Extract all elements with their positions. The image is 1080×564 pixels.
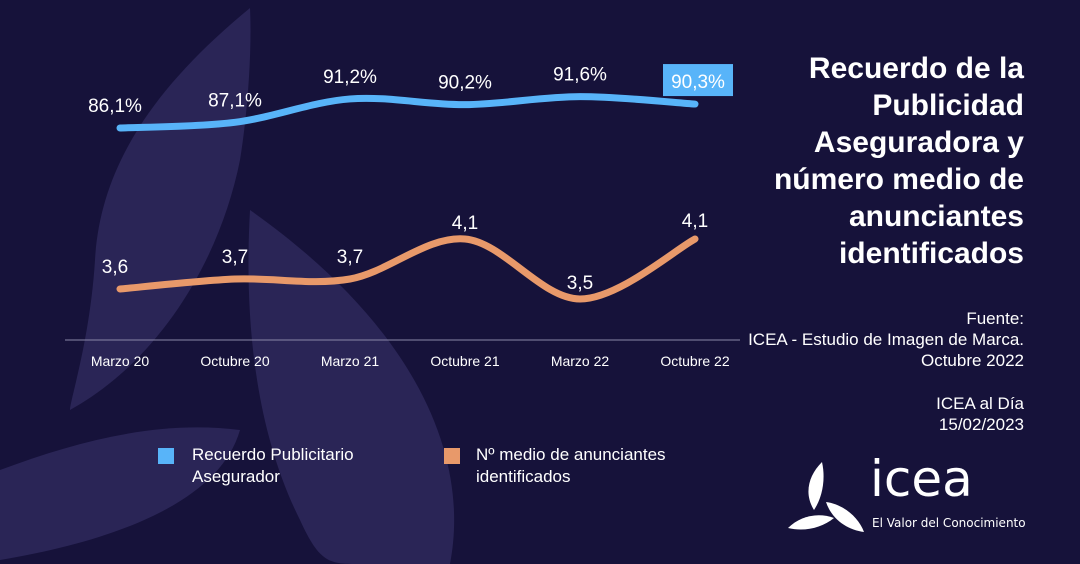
x-tick-label: Octubre 22 [660, 353, 729, 369]
series-line-1 [116, 235, 699, 303]
data-label: 90,2% [438, 73, 492, 94]
series-line-0 [116, 93, 699, 132]
legend-item-anunciantes: Nº medio de anunciantes identificados [444, 444, 714, 488]
legend-label: Recuerdo Publicitario Asegurador [192, 445, 354, 486]
data-label: 91,2% [323, 67, 377, 88]
data-label: 3,5 [567, 273, 593, 294]
data-label: 3,7 [337, 247, 363, 268]
highlight-label-bg [663, 64, 733, 97]
source-text: ICEA - Estudio de Imagen de Marca. Octub… [748, 330, 1024, 370]
x-tick-label: Octubre 21 [430, 353, 499, 369]
source-note: Fuente: ICEA - Estudio de Imagen de Marc… [724, 308, 1024, 371]
x-tick-label: Marzo 20 [91, 353, 150, 369]
x-tick-label: Marzo 21 [321, 353, 380, 369]
data-label: 4,1 [682, 211, 708, 232]
data-label: 3,6 [102, 257, 128, 278]
data-label: 87,1% [208, 90, 262, 111]
data-label: 91,6% [553, 65, 607, 86]
logo-tagline: El Valor del Conocimiento [872, 516, 1026, 530]
data-label: 90,3% [671, 72, 725, 93]
legend-item-recuerdo: Recuerdo Publicitario Asegurador [158, 444, 418, 488]
x-tick-label: Marzo 22 [551, 353, 610, 369]
legend-swatch-blue [158, 448, 174, 464]
logo-leaves-icon [788, 462, 864, 532]
logo-wordmark: icea [870, 450, 973, 508]
x-tick-label: Octubre 20 [200, 353, 269, 369]
source-label: Fuente: [966, 309, 1024, 328]
publication-info: ICEA al Día 15/02/2023 [724, 393, 1024, 435]
data-label: 4,1 [452, 213, 478, 234]
publication-name: ICEA al Día [936, 394, 1024, 413]
legend-swatch-orange [444, 448, 460, 464]
legend-label: Nº medio de anunciantes identificados [476, 445, 666, 486]
data-label: 86,1% [88, 96, 142, 117]
publication-date: 15/02/2023 [938, 415, 1024, 434]
page-title: Recuerdo de la Publicidad Aseguradora y … [773, 52, 1024, 270]
data-label: 3,7 [222, 247, 248, 268]
icea-logo: icea El Valor del Conocimiento [786, 450, 1046, 538]
